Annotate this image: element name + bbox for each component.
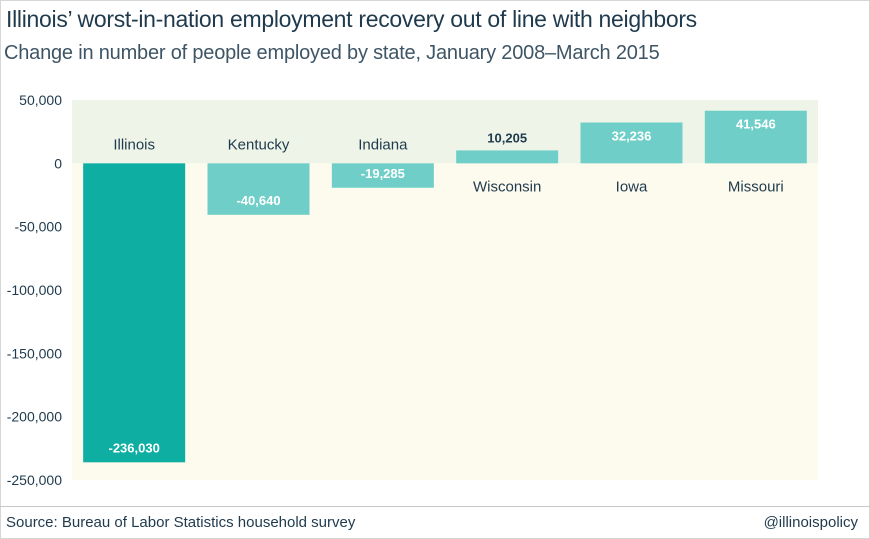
y-tick-label: 50,000	[19, 92, 62, 108]
y-tick-label: -250,000	[7, 472, 62, 488]
y-tick-label: -150,000	[7, 345, 62, 361]
category-label: Illinois	[113, 136, 155, 153]
y-tick-label: 0	[54, 155, 62, 171]
y-tick-label: -100,000	[7, 282, 62, 298]
bar-illinois	[83, 163, 186, 463]
plot-background	[72, 100, 818, 481]
data-label: -40,640	[236, 193, 280, 208]
bars	[83, 110, 807, 463]
category-label: Wisconsin	[473, 178, 541, 195]
category-label: Iowa	[616, 178, 648, 195]
category-label: Indiana	[358, 136, 408, 153]
source-note: Source: Bureau of Labor Statistics house…	[6, 514, 356, 531]
data-label: -236,030	[109, 440, 160, 455]
y-axis: 50,000 0 -50,000 -100,000 -150,000 -200,000 -2…	[7, 92, 62, 488]
data-label: -19,285	[361, 166, 405, 181]
y-tick-label: -50,000	[15, 219, 63, 235]
labels: Illinois -236,030 Kentucky -40,640 Indiana -1…	[109, 117, 784, 456]
category-label: Missouri	[728, 178, 784, 195]
footer-divider	[0, 506, 870, 507]
data-label: 32,236	[612, 129, 652, 144]
bar-wisconsin	[456, 150, 559, 164]
bar-indiana	[331, 163, 434, 188]
data-label: 41,546	[736, 117, 776, 132]
bar-missouri	[704, 110, 807, 164]
negative-region	[72, 163, 818, 481]
y-tick-label: -200,000	[7, 409, 62, 425]
positive-region	[72, 100, 818, 164]
data-label: 10,205	[487, 130, 527, 145]
social-handle: @illinoispolicy	[763, 514, 858, 531]
bar-kentucky	[207, 163, 310, 215]
category-label: Kentucky	[228, 136, 290, 153]
chart-title: Illinois’ worst-in-nation employment rec…	[6, 6, 697, 32]
chart-subtitle: Change in number of people employed by s…	[4, 42, 660, 64]
bar-iowa	[580, 122, 683, 164]
